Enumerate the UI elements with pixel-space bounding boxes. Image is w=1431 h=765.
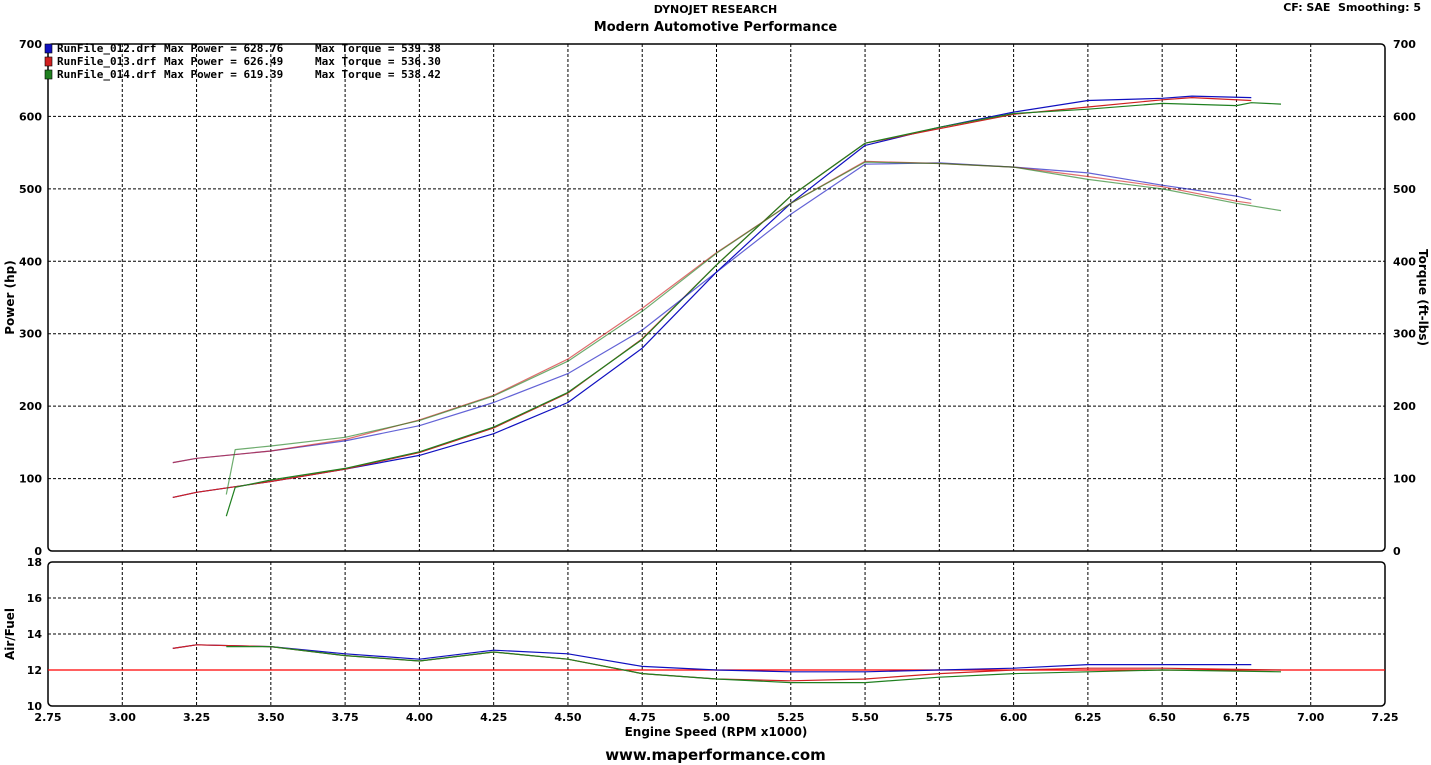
y-tick-label: 700 (19, 38, 42, 51)
x-tick-label: 5.00 (703, 711, 730, 724)
x-tick-label: 5.75 (926, 711, 953, 724)
y2-axis-label: Torque (ft-lbs) (1416, 249, 1430, 346)
chart-header-line1: DYNOJET RESEARCH (653, 3, 778, 16)
legend-swatch (44, 69, 53, 80)
chart-title: Modern Automotive Performance (593, 20, 838, 35)
y-tick-label: 400 (19, 255, 42, 268)
legend-max-torque: Max Torque = 539.38 (315, 42, 441, 55)
legend-file-label: RunFile_012.drf (57, 42, 156, 55)
legend-max-torque: Max Torque = 536.30 (315, 55, 441, 68)
x-tick-label: 7.00 (1297, 711, 1324, 724)
x-tick-label: 4.25 (480, 711, 507, 724)
y-tick-label: 300 (19, 328, 42, 341)
x-tick-label: 7.25 (1371, 711, 1398, 724)
x-tick-label: 3.25 (183, 711, 210, 724)
legend-max-torque: Max Torque = 538.42 (315, 68, 441, 81)
legend-file-label: RunFile_014.drf (57, 68, 156, 81)
legend-file-label: RunFile_013.drf (57, 55, 156, 68)
y2-tick-label: 600 (1393, 110, 1416, 123)
torque-curve-runfile014drf (225, 161, 1282, 495)
legend-max-power: Max Power = 626.49 (164, 55, 283, 68)
y-tick-label: 600 (19, 110, 42, 123)
torque-curve-runfile012drf (172, 162, 1252, 464)
x-tick-label: 4.75 (629, 711, 656, 724)
y2-tick-label: 0 (1393, 545, 1401, 558)
legend-max-power: Max Power = 619.39 (164, 68, 283, 81)
x-tick-label: 5.50 (851, 711, 878, 724)
correction-factor-label: CF: SAE Smoothing: 5 (1283, 1, 1421, 14)
x-tick-label: 6.25 (1074, 711, 1101, 724)
y2-tick-label: 200 (1393, 400, 1416, 413)
y2-tick-label: 400 (1393, 255, 1416, 268)
power-curve-runfile014drf (225, 102, 1282, 517)
x-tick-label: 4.00 (406, 711, 433, 724)
y2-tick-label: 500 (1393, 183, 1416, 196)
x-tick-label: 6.50 (1149, 711, 1176, 724)
legend-max-power: Max Power = 628.76 (164, 42, 284, 55)
x-tick-label: 6.00 (1000, 711, 1027, 724)
x-tick-label: 2.75 (34, 711, 61, 724)
legend-swatch (44, 56, 53, 67)
afr-y-tick-label: 16 (27, 592, 43, 605)
y2-tick-label: 100 (1393, 473, 1416, 486)
footer-website: www.maperformance.com (605, 746, 826, 764)
y-tick-label: 200 (19, 400, 42, 413)
x-tick-label: 3.75 (332, 711, 359, 724)
x-axis-label: Engine Speed (RPM x1000) (625, 725, 808, 739)
legend-swatch (44, 43, 53, 54)
y2-tick-label: 300 (1393, 328, 1416, 341)
afr-y-tick-label: 12 (27, 664, 42, 677)
x-tick-label: 3.50 (257, 711, 284, 724)
y-tick-label: 100 (19, 473, 42, 486)
afr-curve-runfile012drf (172, 644, 1252, 673)
afr-curve-runfile014drf (226, 645, 1282, 684)
x-tick-label: 5.25 (777, 711, 804, 724)
x-tick-label: 3.00 (109, 711, 136, 724)
y-tick-label: 0 (34, 545, 42, 558)
afr-y-tick-label: 18 (27, 556, 42, 569)
afr-y-axis-label: Air/Fuel (3, 608, 17, 660)
afr-y-tick-label: 10 (27, 700, 43, 713)
afr-y-tick-label: 14 (27, 628, 43, 641)
y-tick-label: 500 (19, 183, 42, 196)
y-axis-label: Power (hp) (3, 260, 17, 334)
y2-tick-label: 700 (1393, 38, 1416, 51)
x-tick-label: 6.75 (1223, 711, 1250, 724)
x-tick-label: 4.50 (554, 711, 581, 724)
